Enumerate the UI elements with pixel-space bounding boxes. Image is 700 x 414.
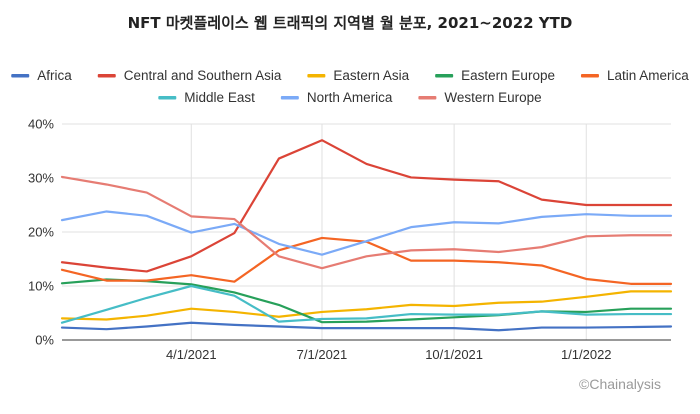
series-line-eastern-europe [60, 278, 673, 324]
legend-item: Latin America [580, 68, 689, 83]
legend-swatch [280, 96, 299, 100]
legend-label: North America [307, 90, 393, 105]
series-line-central-and-southern-asia [60, 139, 673, 273]
legend-item: Middle East [158, 90, 255, 105]
legend-label: Latin America [607, 68, 689, 83]
legend-swatch [580, 74, 599, 78]
series-line-eastern-asia [60, 290, 673, 321]
series-line-western-europe [60, 175, 673, 270]
legend-swatch [418, 96, 437, 100]
legend-label: Africa [37, 68, 72, 83]
y-tick-label: 0% [35, 333, 54, 348]
legend-item: Western Europe [418, 90, 542, 105]
series-line-africa [60, 321, 673, 332]
legend-swatch [307, 74, 326, 78]
legend-item: Central and Southern Asia [97, 68, 282, 83]
legend-label: Eastern Europe [461, 68, 555, 83]
legend-label: Middle East [184, 90, 255, 105]
y-tick-label: 40% [28, 117, 54, 132]
series-lines [60, 139, 673, 332]
series-line-middle-east [60, 284, 673, 324]
grid [62, 123, 671, 340]
legend-item: North America [280, 90, 393, 105]
y-tick-label: 10% [28, 279, 54, 294]
watermark: ©Chainalysis [579, 376, 661, 392]
x-tick-label: 7/1/2021 [297, 347, 348, 362]
legend-item: Eastern Europe [435, 68, 555, 83]
x-tick-label: 4/1/2021 [166, 347, 217, 362]
legend-swatch [11, 74, 30, 78]
x-tick-label: 10/1/2021 [425, 347, 483, 362]
axes: 0% 10% 20% 30% 40% 4/1/2021 7/1/2021 10/1/2021 1… [28, 117, 671, 362]
legend-label: Central and Southern Asia [124, 68, 282, 83]
legend-swatch [97, 74, 116, 78]
series-line-latin-america [60, 236, 673, 285]
legend-item: Africa [11, 68, 72, 83]
legend-label: Eastern Asia [333, 68, 409, 83]
legend: Africa Central and Southern Asia Eastern A… [11, 68, 689, 105]
y-tick-label: 30% [28, 171, 54, 186]
legend-swatch [435, 74, 454, 78]
legend-item: Eastern Asia [307, 68, 410, 83]
legend-label: Western Europe [444, 90, 541, 105]
x-tick-label: 1/1/2022 [561, 347, 612, 362]
series-line-north-america [60, 210, 673, 256]
chart-title: NFT 마켓플레이스 웹 트래픽의 지역별 월 분포, 2021~2022 YT… [128, 14, 573, 32]
y-tick-label: 20% [28, 225, 54, 240]
legend-swatch [158, 96, 177, 100]
